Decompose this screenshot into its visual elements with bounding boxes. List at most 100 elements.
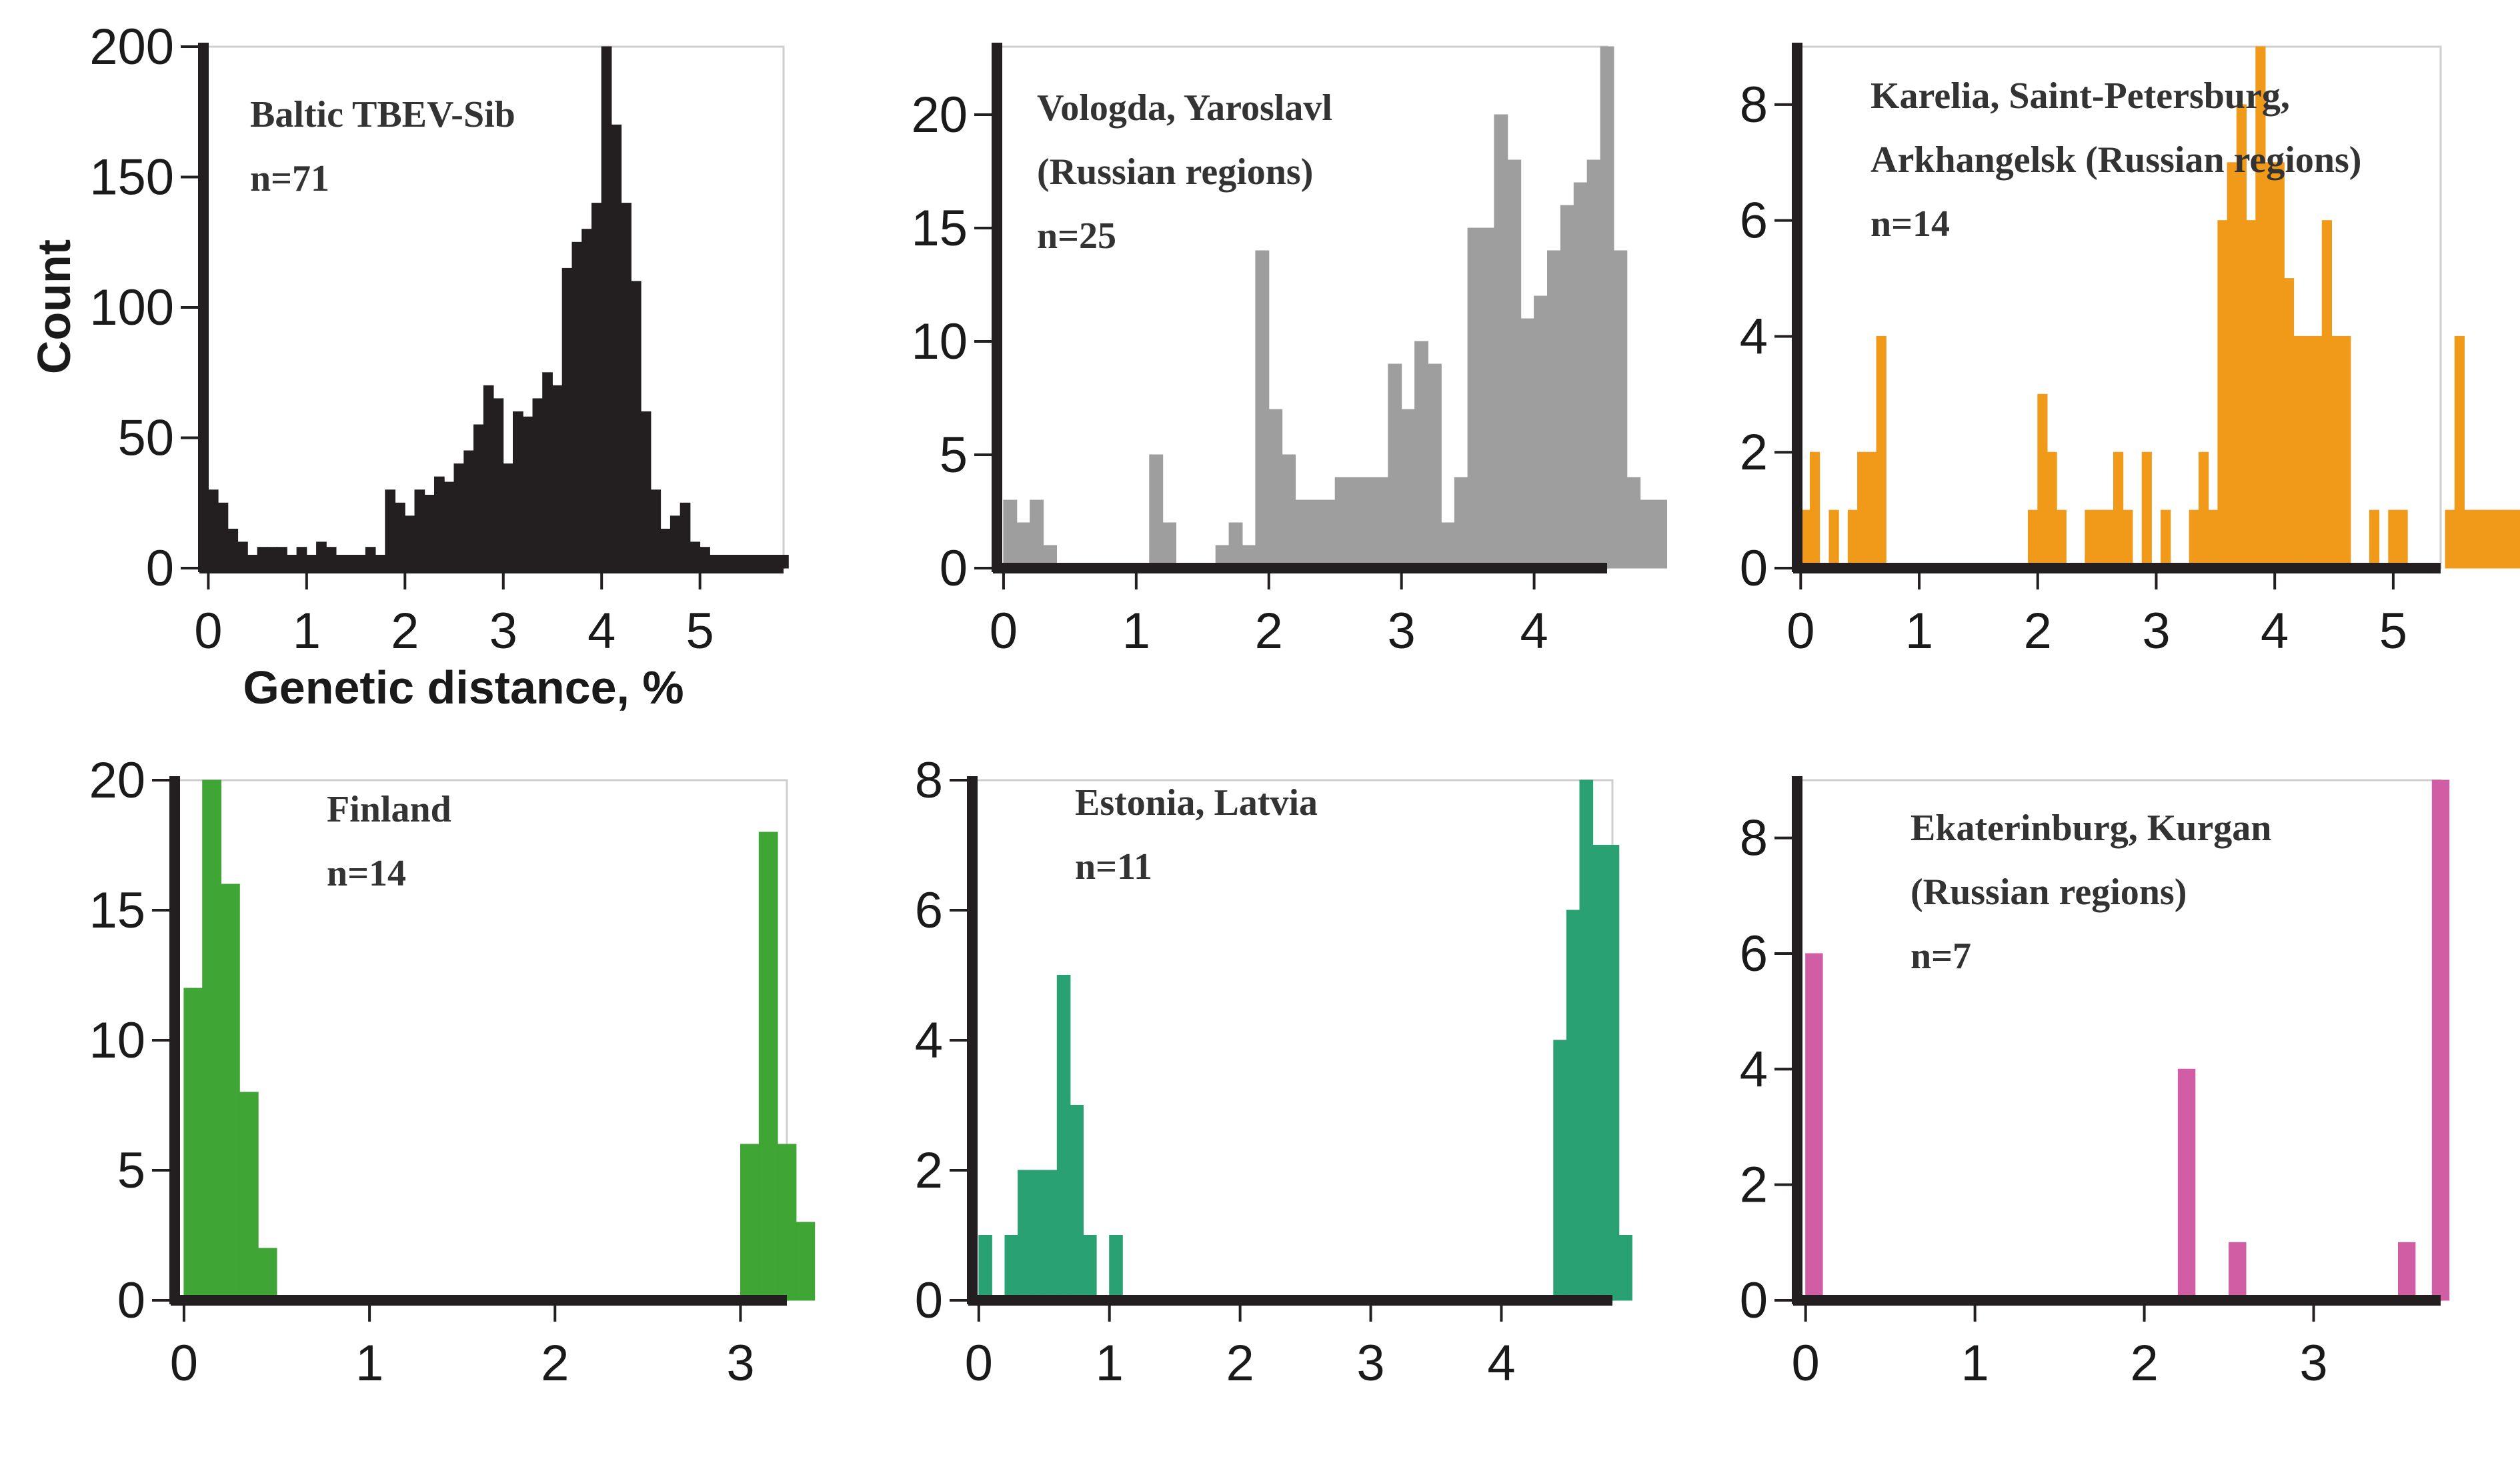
y-tick-label: 200 xyxy=(89,19,174,75)
panel-2: 0 5 10 15 20 0 1 2 3 4 Vologda, Yaroslavl (Russian … xyxy=(911,43,1668,659)
histogram-bar xyxy=(1480,227,1495,569)
histogram-bar xyxy=(1805,953,1823,1301)
panel-5: 0 2 4 6 8 0 1 2 3 4 Estonia, Latvia n=11 xyxy=(915,752,1632,1392)
histogram-bar xyxy=(385,489,395,569)
y-tick-label: 5 xyxy=(117,1142,145,1199)
y-tick-label: 4 xyxy=(915,1012,943,1069)
x-tick-label: 0 xyxy=(990,603,1018,659)
histogram-bar xyxy=(1321,499,1336,569)
histogram-bar xyxy=(1553,1040,1567,1301)
histogram-bar xyxy=(1162,522,1176,569)
histogram-bar xyxy=(463,450,474,569)
histogram-bar xyxy=(1228,522,1243,569)
y-tick-label: 2 xyxy=(915,1142,943,1199)
histogram-bar xyxy=(1810,451,1820,569)
histogram-bar xyxy=(404,515,415,569)
y-tick-label: 4 xyxy=(1740,308,1768,365)
histogram-bar xyxy=(1613,250,1628,569)
histogram-bar xyxy=(2341,335,2351,569)
histogram-bar xyxy=(1600,46,1614,569)
histogram-bar xyxy=(1547,250,1561,569)
histogram-bar xyxy=(1401,409,1416,569)
histogram-bar xyxy=(2141,451,2152,569)
histogram-bar xyxy=(1828,509,1839,569)
histogram-bar xyxy=(2199,451,2209,569)
histogram-bar xyxy=(1070,1105,1084,1301)
x-tick-label: 4 xyxy=(2261,603,2289,659)
y-tick-label: 6 xyxy=(915,882,943,939)
y-tick-label: 0 xyxy=(940,540,968,597)
panel-title: Estonia, Latvia xyxy=(1075,782,1318,824)
histogram-bar xyxy=(758,832,778,1301)
histogram-bar xyxy=(2037,393,2048,569)
histogram-bar xyxy=(1653,499,1668,569)
histogram-bar xyxy=(542,372,553,569)
histogram-bar xyxy=(1857,451,1868,569)
histogram-bar xyxy=(552,385,563,569)
histogram-bar xyxy=(207,489,219,569)
x-tick-label: 3 xyxy=(2142,603,2170,659)
histogram-bar xyxy=(2265,162,2275,569)
histogram-bar xyxy=(473,424,484,569)
histogram-bar xyxy=(2189,509,2199,569)
x-tick-label: 2 xyxy=(2130,1335,2158,1392)
histogram-bar xyxy=(1149,454,1164,569)
panel-subtitle: Arkhangelsk (Russian regions) xyxy=(1870,139,2361,181)
panel-sample-size: n=14 xyxy=(327,853,406,894)
histogram-bar xyxy=(2431,780,2450,1301)
histogram-bar xyxy=(202,780,222,1301)
histogram-bar xyxy=(1573,182,1588,569)
histogram-bar xyxy=(640,411,652,569)
x-axis-title: Genetic distance, % xyxy=(243,661,684,713)
histogram-bar xyxy=(434,476,445,569)
y-tick-label: 15 xyxy=(911,200,968,257)
x-tick-label: 0 xyxy=(194,603,222,659)
histogram-bar xyxy=(2369,509,2380,569)
x-tick-label: 3 xyxy=(2299,1335,2327,1392)
histogram-bar xyxy=(395,502,405,569)
plot-frame xyxy=(1796,779,2442,1302)
histogram-bar xyxy=(1255,250,1270,569)
x-tick-label: 1 xyxy=(1096,1335,1124,1392)
histogram-bar xyxy=(1507,159,1522,569)
x-tick-label: 2 xyxy=(2024,603,2052,659)
y-tick-label: 2 xyxy=(1740,424,1768,481)
y-tick-label: 20 xyxy=(89,752,145,809)
histogram-bar xyxy=(561,267,573,569)
histogram-bar xyxy=(1428,363,1442,569)
histogram-bar xyxy=(1440,522,1455,569)
x-tick-label: 4 xyxy=(587,603,615,659)
panel-title: Ekaterinburg, Kurgan xyxy=(1911,808,2271,849)
x-tick-label: 5 xyxy=(2379,603,2407,659)
x-tick-label: 1 xyxy=(293,603,321,659)
histogram-bar xyxy=(1534,295,1548,569)
x-tick-label: 3 xyxy=(726,1335,754,1392)
histogram-bar xyxy=(483,385,494,569)
histogram-bar xyxy=(257,1248,277,1301)
y-tick-label: 8 xyxy=(915,752,943,809)
y-tick-label: 0 xyxy=(1740,1272,1768,1329)
y-tick-label: 8 xyxy=(1740,810,1768,867)
x-tick-label: 2 xyxy=(541,1335,569,1392)
panel-title: Baltic TBEV-Sib xyxy=(250,94,515,135)
histogram-bar xyxy=(680,502,691,569)
histogram-bar xyxy=(183,988,203,1301)
histogram-bar xyxy=(1282,454,1296,569)
histogram-bar xyxy=(1268,409,1283,569)
histogram-bar xyxy=(796,1222,816,1301)
panel-sample-size: n=71 xyxy=(250,158,329,199)
histogram-bar xyxy=(1454,477,1468,569)
histogram-bar xyxy=(2113,451,2124,569)
histogram-bar xyxy=(2103,509,2115,569)
x-tick-label: 2 xyxy=(1255,603,1283,659)
y-tick-label: 10 xyxy=(89,1012,145,1069)
histogram-bar xyxy=(1847,509,1858,569)
panel-1: 0 50 100 150 200 0 1 2 3 4 5 Baltic TBEV-Sib n=71 xyxy=(89,19,789,659)
histogram-bar xyxy=(522,416,533,569)
x-tick-label: 4 xyxy=(1487,1335,1515,1392)
histogram-bar xyxy=(670,515,681,569)
histogram-bar xyxy=(2303,335,2313,569)
histogram-bar xyxy=(2255,46,2266,569)
y-axis-title: Count xyxy=(28,239,80,374)
y-tick-label: 0 xyxy=(1740,540,1768,597)
